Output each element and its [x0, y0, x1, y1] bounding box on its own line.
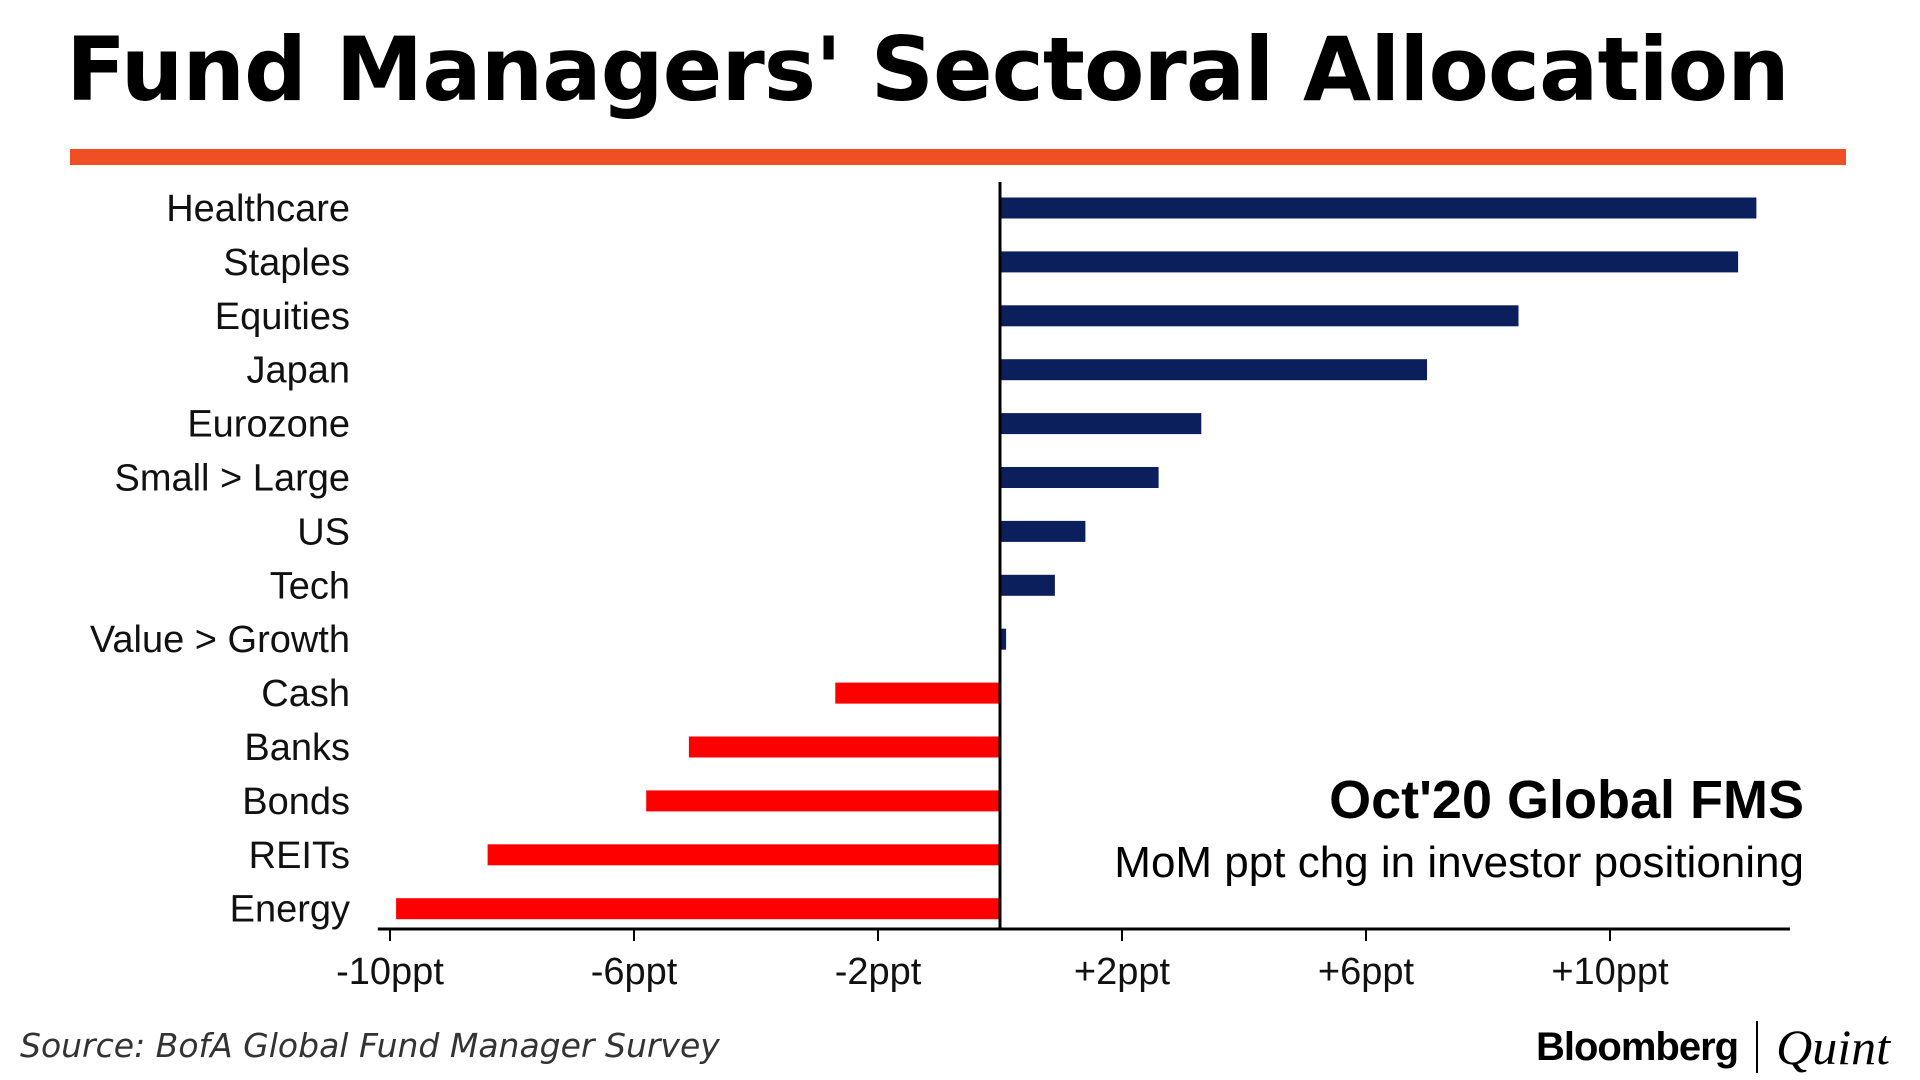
bar-staples [1000, 251, 1739, 273]
bar-us [1000, 520, 1086, 542]
category-label-healthcare: Healthcare [166, 188, 350, 230]
bar-eurozone [1000, 413, 1202, 435]
x-tick-label: +10ppt [1551, 951, 1669, 993]
x-tick-label: -2ppt [835, 951, 922, 993]
category-label-bonds: Bonds [242, 781, 350, 823]
bar-tech [1000, 574, 1055, 596]
category-label-energy: Energy [230, 889, 350, 931]
x-tick-label: -10ppt [336, 951, 444, 993]
category-label-equities: Equities [215, 296, 350, 338]
bar-japan [1000, 359, 1427, 381]
category-label-eurozone: Eurozone [187, 404, 350, 446]
chart-annotation-title: Oct'20 Global FMS [1329, 770, 1804, 830]
x-tick-label: +2ppt [1074, 951, 1171, 993]
category-label-staples: Staples [223, 242, 350, 284]
category-label-banks: Banks [244, 727, 350, 769]
category-label-small-large: Small > Large [114, 458, 350, 500]
sector-allocation-chart: Healthcare Staples Equities Japan Eurozone Sm… [90, 182, 1804, 993]
category-label-tech: Tech [270, 565, 350, 607]
x-tick-label: +6ppt [1318, 951, 1415, 993]
brand-quint: Quint [1776, 1019, 1890, 1075]
bar-healthcare [1000, 197, 1757, 219]
category-label-us: US [297, 511, 350, 553]
x-tick-label: -6ppt [591, 951, 678, 993]
brand-logo: Bloomberg Quint [1536, 1018, 1890, 1076]
bar-reits [487, 844, 1001, 866]
page-title: Fund Managers' Sectoral Allocation [66, 18, 1790, 121]
brand-bloomberg: Bloomberg [1535, 1024, 1739, 1069]
bar-small-large [1000, 467, 1159, 488]
bar-value-growth [1000, 628, 1007, 650]
category-label-value-growth: Value > Growth [90, 619, 350, 661]
bar-bonds [646, 790, 1000, 812]
bar-equities [1000, 305, 1519, 327]
bar-cash [835, 682, 1000, 704]
category-label-japan: Japan [246, 350, 350, 392]
title-divider [70, 149, 1846, 165]
source-note: Source: BofA Global Fund Manager Survey [20, 1026, 720, 1065]
bar-energy [396, 898, 1001, 920]
category-label-reits: REITs [249, 835, 350, 877]
chart-annotation-subtitle: MoM ppt chg in investor positioning [1114, 838, 1804, 887]
bar-banks [688, 736, 1000, 758]
brand-separator [1756, 1021, 1759, 1073]
category-label-cash: Cash [261, 673, 350, 715]
